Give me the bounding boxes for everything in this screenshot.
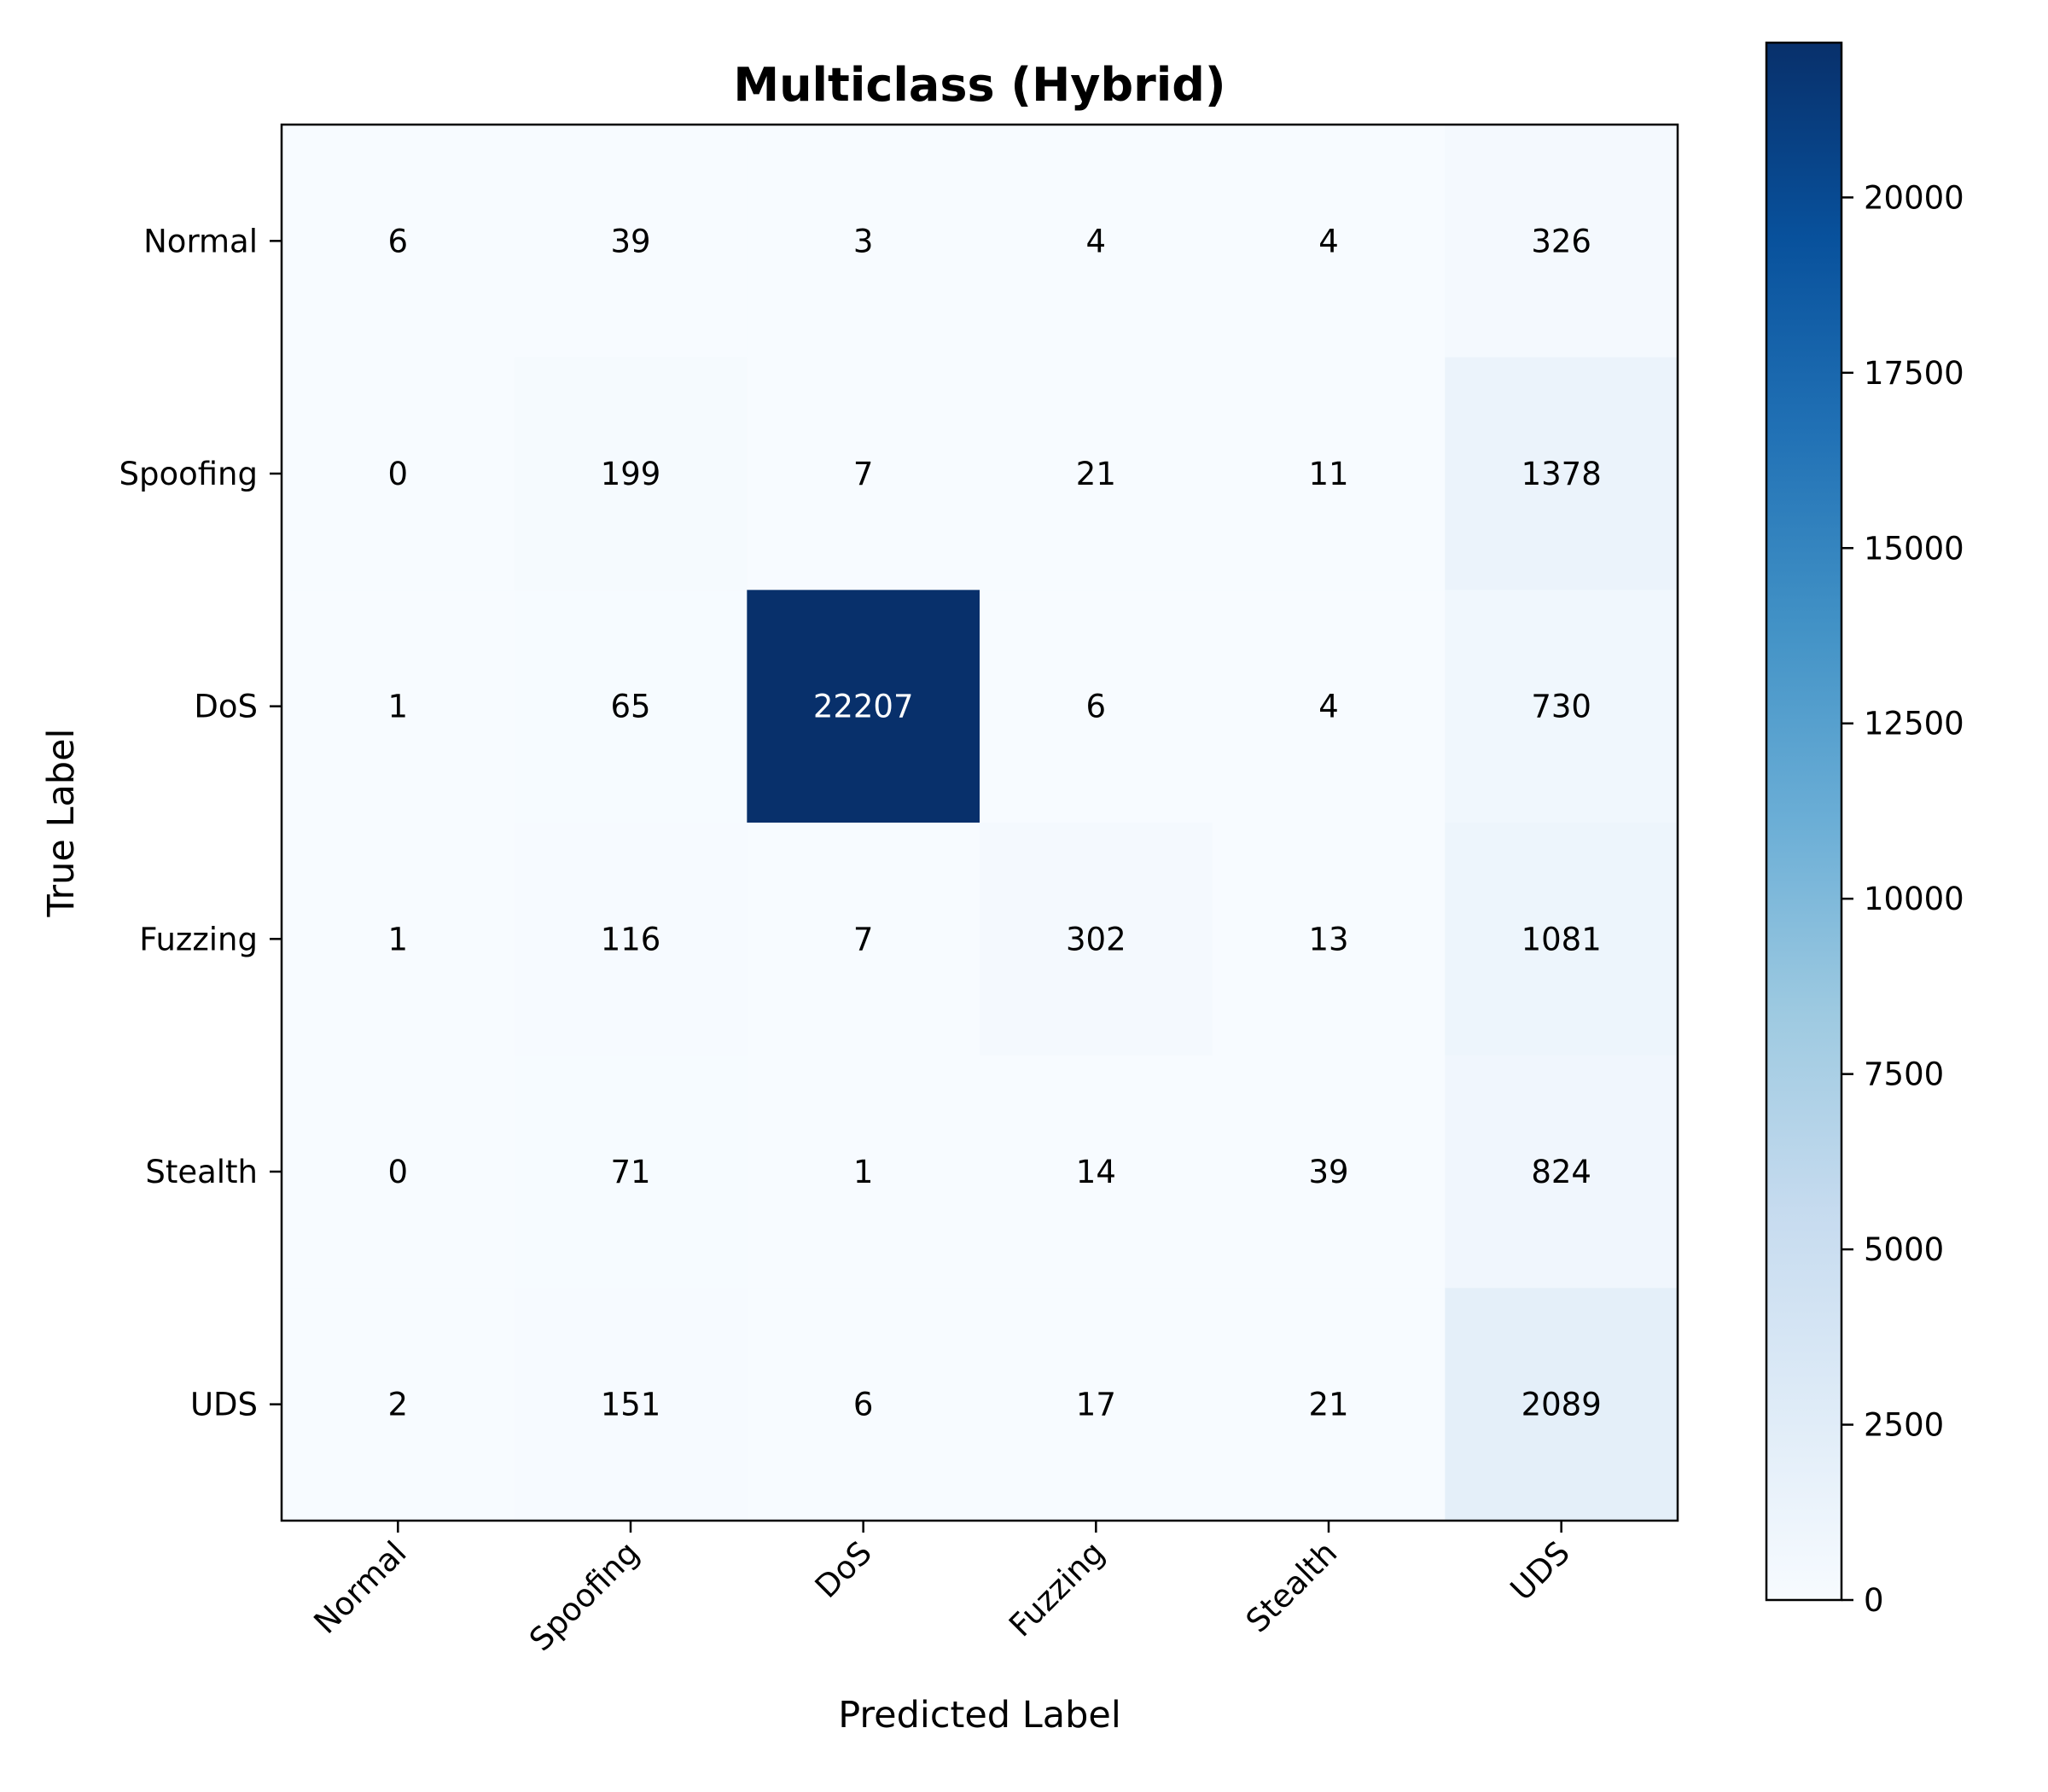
heatmap-cell xyxy=(514,590,748,823)
cell-value-label: 39 xyxy=(1308,1154,1348,1190)
colorbar-tick-label: 10000 xyxy=(1864,881,1964,917)
y-axis-label: True Label xyxy=(40,728,83,917)
cell-value-label: 65 xyxy=(610,689,650,725)
y-tick-label: Fuzzing xyxy=(139,921,258,957)
cell-value-label: 71 xyxy=(610,1154,650,1190)
cell-value-label: 1 xyxy=(388,689,409,725)
cell-value-label: 3 xyxy=(853,223,874,259)
cell-value-label: 7 xyxy=(853,921,874,957)
cell-value-label: 14 xyxy=(1076,1154,1116,1190)
colorbar-tick-label: 17500 xyxy=(1864,355,1964,392)
heatmap-cell xyxy=(747,823,980,1056)
heatmap-cell xyxy=(980,1288,1213,1521)
heatmap-cell xyxy=(1445,1288,1679,1521)
cell-value-label: 4 xyxy=(1318,689,1339,725)
heatmap-cell xyxy=(1212,1288,1446,1521)
heatmap-cell xyxy=(282,125,515,358)
heatmap-cell xyxy=(980,125,1213,358)
colorbar-tick-label: 7500 xyxy=(1864,1056,1944,1093)
cell-value-label: 11 xyxy=(1308,456,1348,492)
heatmap-cell xyxy=(282,590,515,823)
heatmap-cell xyxy=(1445,590,1679,823)
cell-value-label: 116 xyxy=(601,921,661,957)
heatmap-cell xyxy=(980,1055,1213,1289)
cell-value-label: 2 xyxy=(388,1387,409,1423)
colorbar-tick-label: 15000 xyxy=(1864,530,1964,567)
cell-value-label: 4 xyxy=(1318,223,1339,259)
cell-value-label: 7 xyxy=(853,456,874,492)
heatmap-cell xyxy=(980,590,1213,823)
cell-value-label: 21 xyxy=(1308,1387,1348,1423)
colorbar xyxy=(1765,41,1843,1602)
cell-value-label: 6 xyxy=(853,1387,874,1423)
cell-value-label: 199 xyxy=(601,456,661,492)
heatmap-cells xyxy=(282,125,1679,1521)
heatmap-cell xyxy=(980,357,1213,591)
cell-value-label: 1 xyxy=(388,921,409,957)
y-tick-label: Stealth xyxy=(145,1154,258,1190)
heatmap-cell xyxy=(980,823,1213,1056)
cell-value-label: 13 xyxy=(1308,921,1348,957)
heatmap-cell xyxy=(747,1288,980,1521)
cell-value-label: 4 xyxy=(1086,223,1107,259)
heatmap-cell xyxy=(514,357,748,591)
cell-value-label: 17 xyxy=(1076,1387,1116,1423)
heatmap-cell xyxy=(747,125,980,358)
heatmap-cell xyxy=(514,1288,748,1521)
cell-value-label: 0 xyxy=(388,456,409,492)
cell-value-label: 302 xyxy=(1066,921,1126,957)
heatmap-cell xyxy=(514,1055,748,1289)
heatmap-cell xyxy=(514,125,748,358)
heatmap-cell xyxy=(1212,823,1446,1056)
colorbar-tick-label: 2500 xyxy=(1864,1407,1944,1444)
heatmap-cell xyxy=(282,1288,515,1521)
y-tick-label: DoS xyxy=(194,689,258,725)
heatmap-cell xyxy=(1445,125,1679,358)
colorbar-tick-label: 20000 xyxy=(1864,179,1964,216)
y-tick-label: Spoofing xyxy=(119,456,259,492)
y-axis-ticks: Normal Spoofing DoS Fuzzing Stealth UDS xyxy=(119,223,282,1423)
colorbar-ticks: 0 2500 5000 7500 10000 12500 15000 17500 20000 xyxy=(1841,179,1964,1619)
x-axis-label: Predicted Label xyxy=(838,1694,1121,1737)
heatmap-cell xyxy=(1212,590,1446,823)
cell-value-label: 22207 xyxy=(813,689,914,725)
colorbar-tick-label: 12500 xyxy=(1864,706,1964,742)
chart-title: Multiclass (Hybrid) xyxy=(733,58,1225,112)
heatmap-cell xyxy=(747,590,980,823)
heatmap-cell xyxy=(1445,823,1679,1056)
cell-value-label: 2089 xyxy=(1521,1387,1602,1423)
cell-value-label: 326 xyxy=(1531,223,1591,259)
cell-value-label: 0 xyxy=(388,1154,409,1190)
cell-value-label: 151 xyxy=(601,1387,661,1423)
heatmap-cell xyxy=(1445,1055,1679,1289)
heatmap-cell xyxy=(747,357,980,591)
cell-value-label: 824 xyxy=(1531,1154,1591,1190)
cell-value-label: 1378 xyxy=(1521,456,1602,492)
cell-value-label: 1081 xyxy=(1521,921,1602,957)
cell-value-label: 21 xyxy=(1076,456,1116,492)
heatmap-cell xyxy=(1212,125,1446,358)
heatmap-cell xyxy=(282,1055,515,1289)
y-tick-label: UDS xyxy=(190,1387,258,1423)
heatmap-cell xyxy=(282,357,515,591)
heatmap-cell xyxy=(514,823,748,1056)
heatmap-cell xyxy=(1212,357,1446,591)
heatmap-cell xyxy=(747,1055,980,1289)
y-tick-label: Normal xyxy=(143,223,258,259)
cell-value-label: 1 xyxy=(853,1154,874,1190)
cell-value-label: 6 xyxy=(388,223,409,259)
cell-value-label: 6 xyxy=(1086,689,1107,725)
heatmap-cell xyxy=(1445,357,1679,591)
plot-frame xyxy=(280,123,1679,1522)
cell-value-label: 39 xyxy=(610,223,650,259)
colorbar-tick-label: 5000 xyxy=(1864,1231,1944,1268)
cell-value-label: 730 xyxy=(1531,689,1591,725)
colorbar-tick-label: 0 xyxy=(1864,1582,1884,1619)
heatmap-cell xyxy=(282,823,515,1056)
heatmap-cell xyxy=(1212,1055,1446,1289)
